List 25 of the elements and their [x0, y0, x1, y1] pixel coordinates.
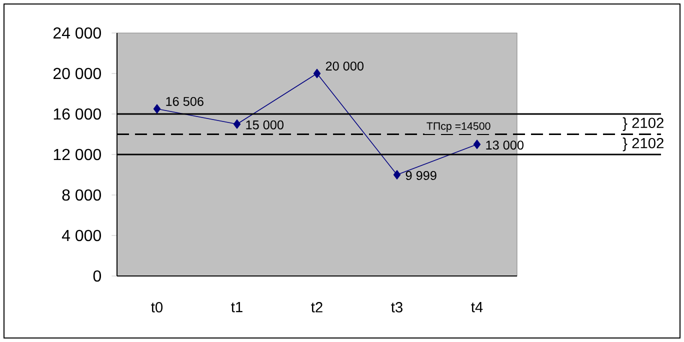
point	[313, 68, 321, 78]
point	[393, 170, 401, 180]
x-tick-label: t2	[311, 302, 322, 312]
annotation: ТПср =14500	[426, 122, 490, 132]
data-label: 13 000	[486, 140, 524, 150]
text: } 2102	[622, 117, 664, 131]
y-tick-label: 12 000	[54, 148, 101, 160]
y-tick-label: 4 000	[62, 230, 101, 242]
x-tick-label: t1	[231, 302, 242, 312]
y-tick-label: 0	[93, 270, 102, 282]
point	[153, 104, 161, 114]
data-label: 16 506	[166, 96, 204, 106]
y-tick-label: 24 000	[53, 27, 101, 39]
point	[233, 119, 241, 129]
x-tick-label: t4	[471, 302, 483, 312]
x-tick-label: t3	[391, 302, 402, 312]
point	[473, 140, 481, 150]
y-tick-label: 20 000	[53, 68, 101, 80]
x-tick-label: t0	[151, 302, 163, 312]
text: } 2102	[622, 138, 664, 152]
y-tick-label: 8 000	[62, 189, 101, 201]
data-label: 15 000	[246, 120, 284, 130]
y-tick-label: 16 000	[54, 108, 101, 120]
data-label: 9 999	[406, 171, 436, 180]
data-label: 20 000	[326, 62, 364, 71]
